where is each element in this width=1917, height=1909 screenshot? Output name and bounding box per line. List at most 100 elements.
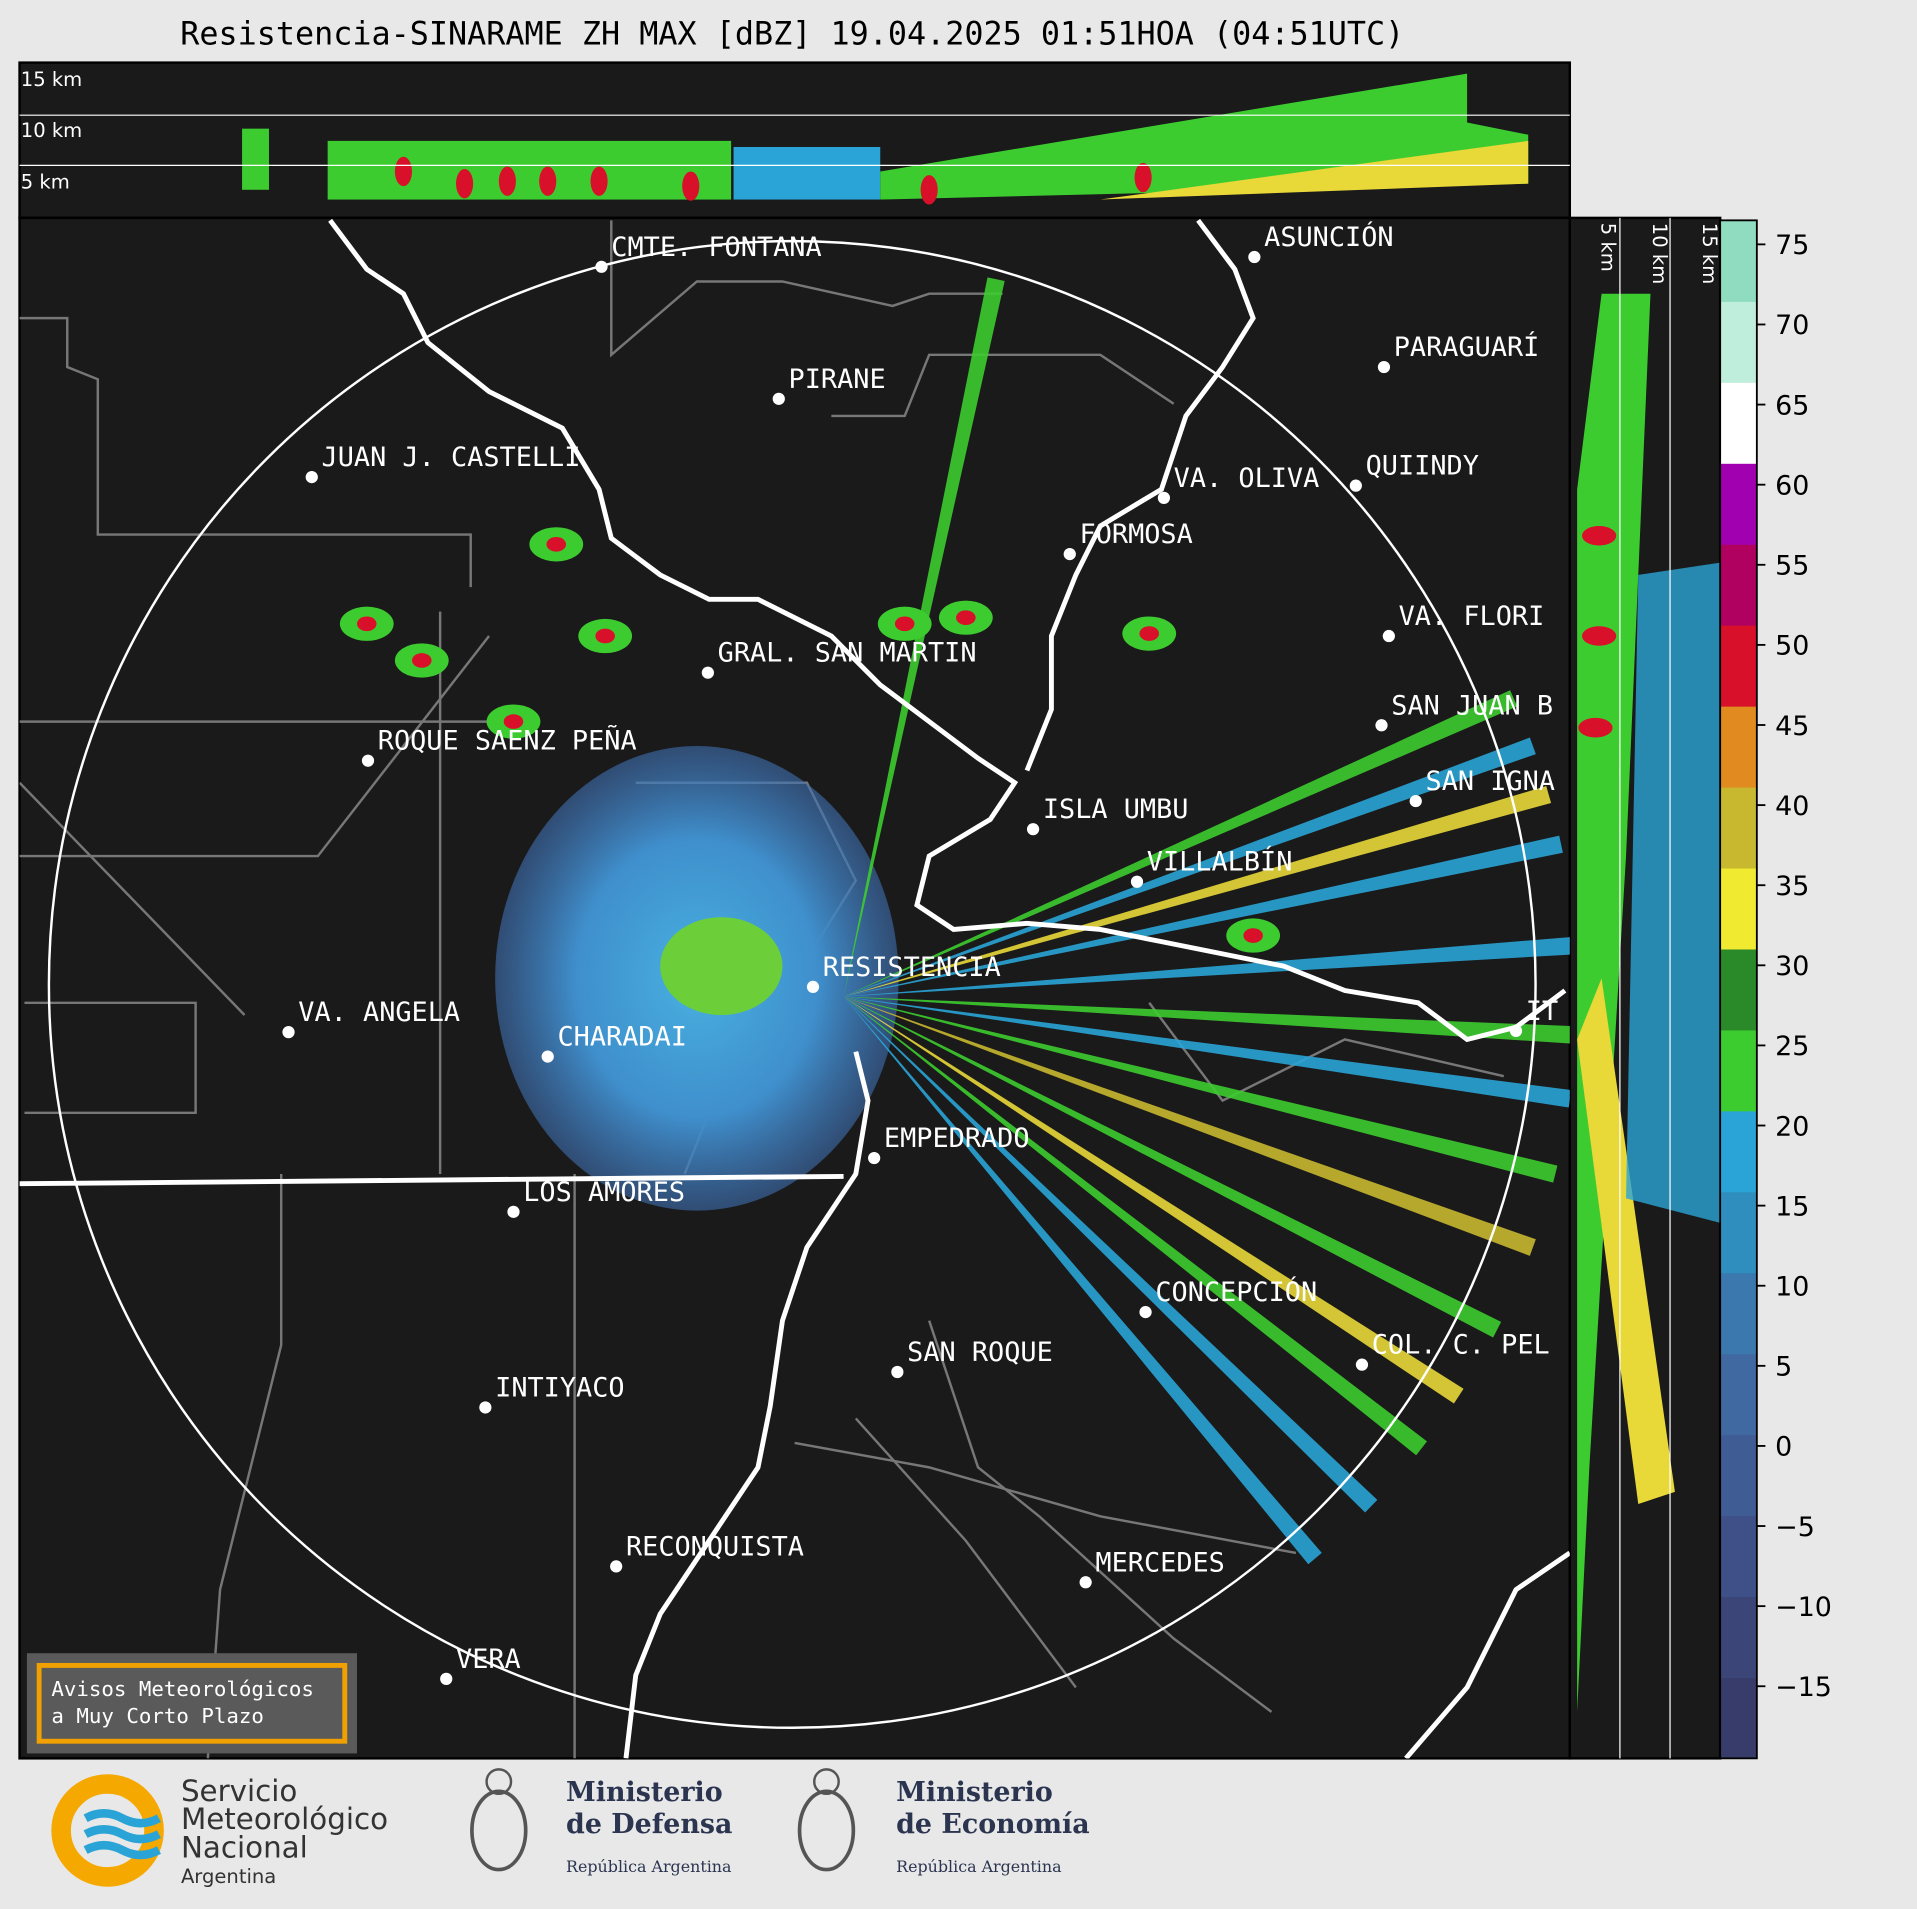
place-marker	[541, 1050, 554, 1063]
river	[1024, 218, 1256, 772]
coat-of-arms	[797, 1789, 856, 1872]
colorbar-segment	[1720, 220, 1757, 302]
side-height-label: 15 km	[1698, 223, 1721, 284]
place-label: VERA	[456, 1644, 521, 1675]
colorbar-label: 70	[1775, 310, 1809, 341]
place-label: FORMOSA	[1080, 519, 1193, 550]
place-label: PIRANE	[789, 364, 886, 395]
place-marker	[1355, 1358, 1369, 1371]
river	[19, 1173, 844, 1187]
echo-core	[1134, 162, 1152, 193]
place-label: VA. FLORI	[1399, 601, 1545, 632]
colorbar-segment	[1720, 301, 1757, 383]
echo-ray	[843, 996, 1558, 1183]
colorbar-segment	[1720, 1515, 1757, 1598]
colorbar-frame	[1719, 219, 1758, 1760]
colorbar-label: 45	[1775, 711, 1809, 742]
colorbar-label: −5	[1775, 1512, 1815, 1543]
colorbar-label: −15	[1775, 1672, 1832, 1703]
colorbar-label: 10	[1775, 1272, 1809, 1303]
logo-text: Ministerio	[896, 1777, 1053, 1808]
echo-ray	[843, 835, 1563, 997]
echo-core	[498, 166, 516, 196]
echo-core	[660, 917, 783, 1016]
echo	[242, 128, 269, 190]
logo-text: de Economía	[896, 1809, 1090, 1840]
place-label: QUIINDY	[1366, 451, 1479, 482]
notice-frame	[36, 1662, 348, 1744]
echo-ray	[843, 737, 1536, 997]
echo-ray	[843, 786, 1552, 997]
logo-subtext: República Argentina	[896, 1857, 1062, 1876]
notice-text: Avisos Meteorológicos	[51, 1677, 314, 1701]
place-marker	[891, 1365, 904, 1379]
place-marker	[806, 980, 820, 994]
echo-cell-core	[356, 616, 377, 632]
place-marker	[1079, 1576, 1092, 1589]
echo-ray	[843, 996, 1378, 1513]
place-label: ISLA UMBU	[1043, 794, 1189, 825]
colorbar-segment	[1720, 1029, 1757, 1112]
place-marker	[772, 392, 785, 405]
echo-ray	[843, 996, 1536, 1256]
logo-text: Nacional	[181, 1830, 308, 1864]
place-marker	[479, 1401, 492, 1414]
logo-text: Ministerio	[566, 1777, 723, 1808]
echo	[1626, 562, 1721, 1223]
colorbar-segment	[1720, 544, 1757, 626]
colorbar-label: 65	[1775, 390, 1809, 421]
echo-cell-core	[546, 536, 567, 552]
place-marker	[1157, 491, 1171, 504]
river	[1404, 1550, 1570, 1759]
echo-cell-core	[595, 628, 615, 644]
logo-subtext: Argentina	[181, 1865, 276, 1888]
side-height-label: 10 km	[1648, 223, 1671, 284]
smn-logo-wave	[83, 1824, 161, 1844]
notice-box	[26, 1653, 357, 1754]
echo-core	[456, 168, 474, 199]
river	[328, 218, 1567, 1043]
place-label: JUAN J. CASTELLI	[322, 442, 581, 473]
map-layer: CMTE. FONTANA ASUNCIÓN PARAGUARÍ PIRANE JUAN…	[19, 218, 1570, 1759]
place-label: GRAL. SAN MARTIN	[718, 638, 977, 669]
place-label: LOS AMORES	[523, 1177, 685, 1208]
logo-text: de Defensa	[566, 1809, 732, 1840]
colorbar-segment	[1720, 1353, 1757, 1436]
echo-ray	[843, 996, 1570, 1044]
smn-logo-wave	[83, 1840, 161, 1860]
place-marker	[610, 1560, 623, 1573]
place-marker	[701, 666, 714, 679]
colorbar-segment	[1720, 382, 1757, 464]
place-label: PARAGUARÍ	[1394, 331, 1540, 363]
echo-ray	[843, 937, 1570, 997]
echo-core	[1582, 626, 1617, 646]
place-label: INTIYACO	[495, 1372, 624, 1403]
echo-core	[682, 171, 700, 201]
place-label: ROQUE SAENZ PEÑA	[378, 725, 637, 757]
height-label: 15 km	[21, 68, 82, 91]
colorbar-label: 60	[1775, 470, 1809, 501]
colorbar-label: −10	[1775, 1592, 1832, 1623]
echo	[1577, 978, 1675, 1505]
logo-text: Servicio	[181, 1774, 297, 1808]
boundary	[927, 1320, 1273, 1713]
place-label: RESISTENCIA	[823, 952, 1001, 983]
place-label: CMTE. FONTANA	[611, 232, 821, 263]
colorbar-label: 20	[1775, 1111, 1809, 1142]
height-label: 5 km	[21, 171, 70, 194]
echo-ray	[843, 277, 1005, 997]
echo	[1100, 140, 1529, 200]
place-label: SAN JUAN B	[1391, 690, 1553, 721]
place-label: COL. C. PEL	[1372, 1330, 1550, 1361]
echo-core	[590, 166, 608, 196]
colorbar-segment	[1720, 463, 1757, 545]
place-marker	[868, 1151, 881, 1165]
place-marker	[1139, 1305, 1152, 1319]
colorbar-label: 35	[1775, 871, 1809, 902]
place-marker	[1509, 1024, 1523, 1038]
colorbar-label: 40	[1775, 791, 1809, 822]
smn-logo-ring	[51, 1774, 164, 1887]
boundary	[19, 635, 490, 858]
place-marker	[1349, 479, 1362, 492]
echo-ray	[843, 996, 1322, 1565]
